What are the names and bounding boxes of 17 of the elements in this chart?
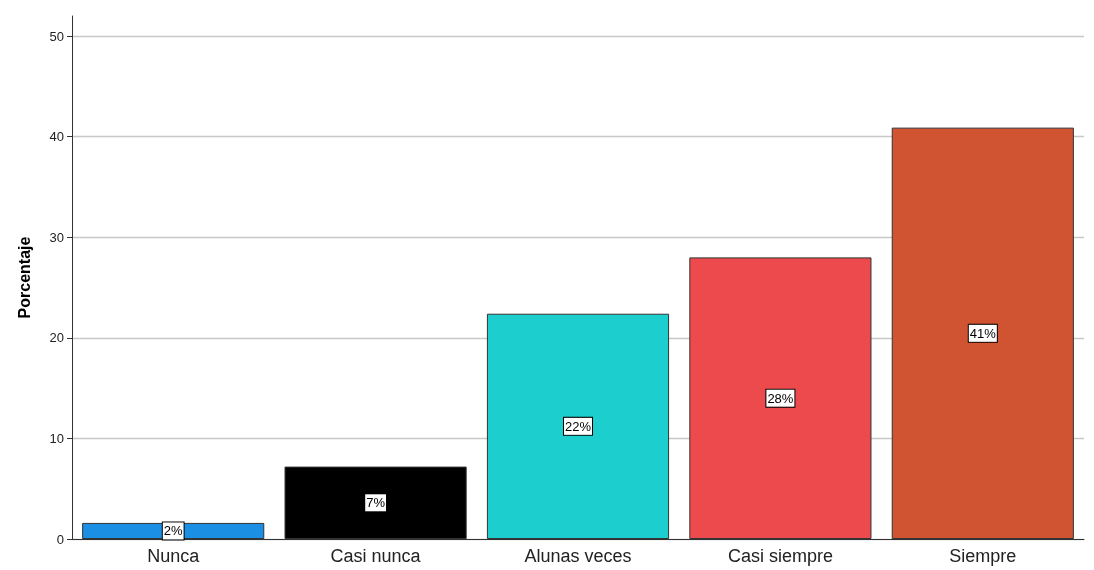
y-tick-label: 20 [49,330,64,346]
x-tick-label: Siempre [949,546,1017,566]
y-tick-label: 50 [49,28,64,44]
y-tick-label: 40 [49,129,64,145]
data-label: 41% [969,325,997,341]
x-tick-label: Alunas veces [524,546,632,566]
y-tick-label: 10 [49,430,64,446]
data-label: 28% [767,390,794,406]
x-tick-label: Casi nunca [330,546,422,566]
data-label: 7% [366,495,386,511]
y-tick-label: 30 [49,229,64,245]
y-tick-label: 0 [56,531,64,547]
x-tick-label: Nunca [147,546,201,566]
data-label: 2% [163,523,184,539]
y-axis-title: Porcentaje [15,236,33,319]
x-tick-label: Casi siempre [727,546,833,566]
data-label: 22% [564,418,592,434]
